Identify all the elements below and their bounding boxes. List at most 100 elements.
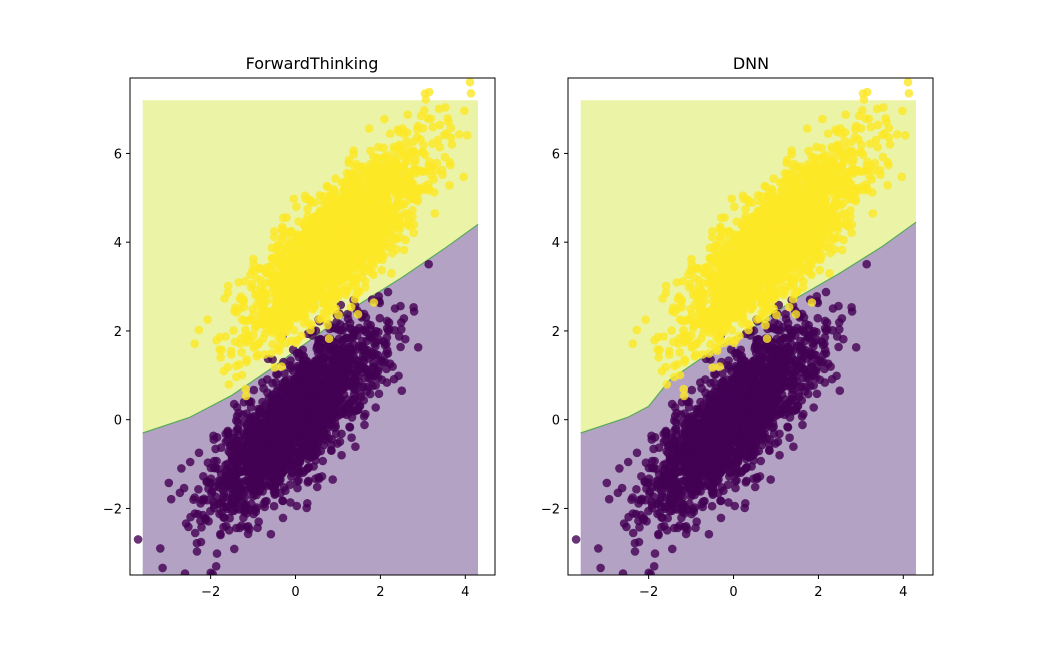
scatter-point xyxy=(323,240,332,250)
scatter-point xyxy=(221,332,230,341)
scatter-point xyxy=(292,202,301,212)
scatter-point xyxy=(305,195,315,205)
scatter-point xyxy=(228,458,238,468)
scatter-point xyxy=(312,224,322,233)
scatter-point xyxy=(306,265,315,274)
scatter-point xyxy=(272,274,281,284)
scatter-point xyxy=(328,475,338,484)
scatter-point xyxy=(324,392,334,401)
scatter-point xyxy=(297,295,306,305)
scatter-point xyxy=(397,325,406,334)
scatter-point xyxy=(297,331,306,341)
scatter-point xyxy=(336,403,345,413)
scatter-point xyxy=(399,245,409,255)
scatter-point xyxy=(618,569,628,575)
decision-boundary xyxy=(142,223,479,434)
scatter-point xyxy=(742,476,751,486)
scatter-point xyxy=(594,544,603,553)
scatter-point xyxy=(396,301,405,311)
scatter-point xyxy=(412,132,422,142)
scatter-point xyxy=(283,322,293,331)
axes-frame xyxy=(129,77,496,576)
scatter-point xyxy=(319,299,329,309)
scatter-point xyxy=(194,448,204,458)
scatter-point xyxy=(347,433,356,443)
scatter-point xyxy=(294,352,304,362)
scatter-point xyxy=(211,562,221,571)
scatter-point xyxy=(365,389,375,399)
x-tick-label: 0 xyxy=(291,585,299,600)
scatter-point xyxy=(247,499,256,509)
scatter-point xyxy=(292,501,302,511)
y-tick-label: 4 xyxy=(114,236,122,251)
scatter-point xyxy=(196,537,206,547)
x-axis: −2 0 2 4 xyxy=(201,585,469,600)
scatter-point xyxy=(300,401,310,411)
scatter-point xyxy=(336,246,346,255)
scatter-point xyxy=(181,519,191,528)
scatter-point xyxy=(432,158,442,168)
scatter-point xyxy=(358,351,368,361)
scatter-point xyxy=(312,280,322,290)
scatter-point xyxy=(246,283,256,292)
scatter-point xyxy=(692,517,701,526)
scatter-point xyxy=(303,385,312,394)
plot-area xyxy=(564,78,917,579)
scatter-point xyxy=(353,237,363,246)
scatter-point xyxy=(293,477,302,486)
scatter-point xyxy=(349,395,358,405)
scatter-point xyxy=(186,512,195,522)
scatter-point xyxy=(242,420,251,430)
scatter-point xyxy=(299,319,309,328)
scatter-point xyxy=(411,155,420,165)
scatter-point xyxy=(447,140,457,149)
scatter-point xyxy=(397,177,406,187)
scatter-point xyxy=(438,170,447,179)
scatter-point xyxy=(271,289,281,299)
scatter-point xyxy=(206,463,216,473)
scatter-point xyxy=(249,309,259,318)
scatter-point xyxy=(377,375,387,385)
scatter-point xyxy=(375,313,385,323)
scatter-point xyxy=(335,437,345,447)
scatter-point xyxy=(338,361,347,370)
plot-area xyxy=(126,78,479,579)
scatter-point xyxy=(225,476,234,486)
scatter-point xyxy=(308,371,318,380)
scatter-point xyxy=(285,361,295,370)
scatter-point xyxy=(269,232,279,242)
scatter-point xyxy=(190,339,199,349)
scatter-point xyxy=(266,349,276,358)
scatter-point xyxy=(444,117,453,127)
y-tick-label: 0 xyxy=(114,414,122,429)
scatter-point xyxy=(315,191,325,200)
scatter-point xyxy=(309,420,319,430)
scatter-point xyxy=(223,427,233,437)
scatter-point xyxy=(809,403,818,412)
scatter-point xyxy=(435,120,445,130)
scatter-point xyxy=(385,129,395,138)
scatter-point xyxy=(313,362,322,371)
scatter-point xyxy=(430,209,440,218)
scatter-point xyxy=(348,282,357,291)
scatter-point xyxy=(275,297,285,307)
scatter-point xyxy=(358,336,367,346)
scatter-point xyxy=(374,389,384,399)
scatter-point xyxy=(341,211,351,220)
scatter-point xyxy=(243,529,253,539)
scatter-point xyxy=(255,444,265,453)
scatter-point xyxy=(337,178,347,187)
scatter-point xyxy=(428,122,438,132)
scatter-point xyxy=(324,290,333,300)
scatter-point xyxy=(239,429,249,439)
scatter-point xyxy=(654,530,663,540)
scatter-point xyxy=(316,351,326,361)
scatter-point xyxy=(298,268,308,277)
scatter-point xyxy=(374,217,384,226)
scatter-point xyxy=(289,194,299,204)
scatter-point xyxy=(365,235,374,244)
scatter-point xyxy=(357,223,367,233)
scatter-point xyxy=(288,345,298,354)
scatter-point xyxy=(445,181,454,190)
